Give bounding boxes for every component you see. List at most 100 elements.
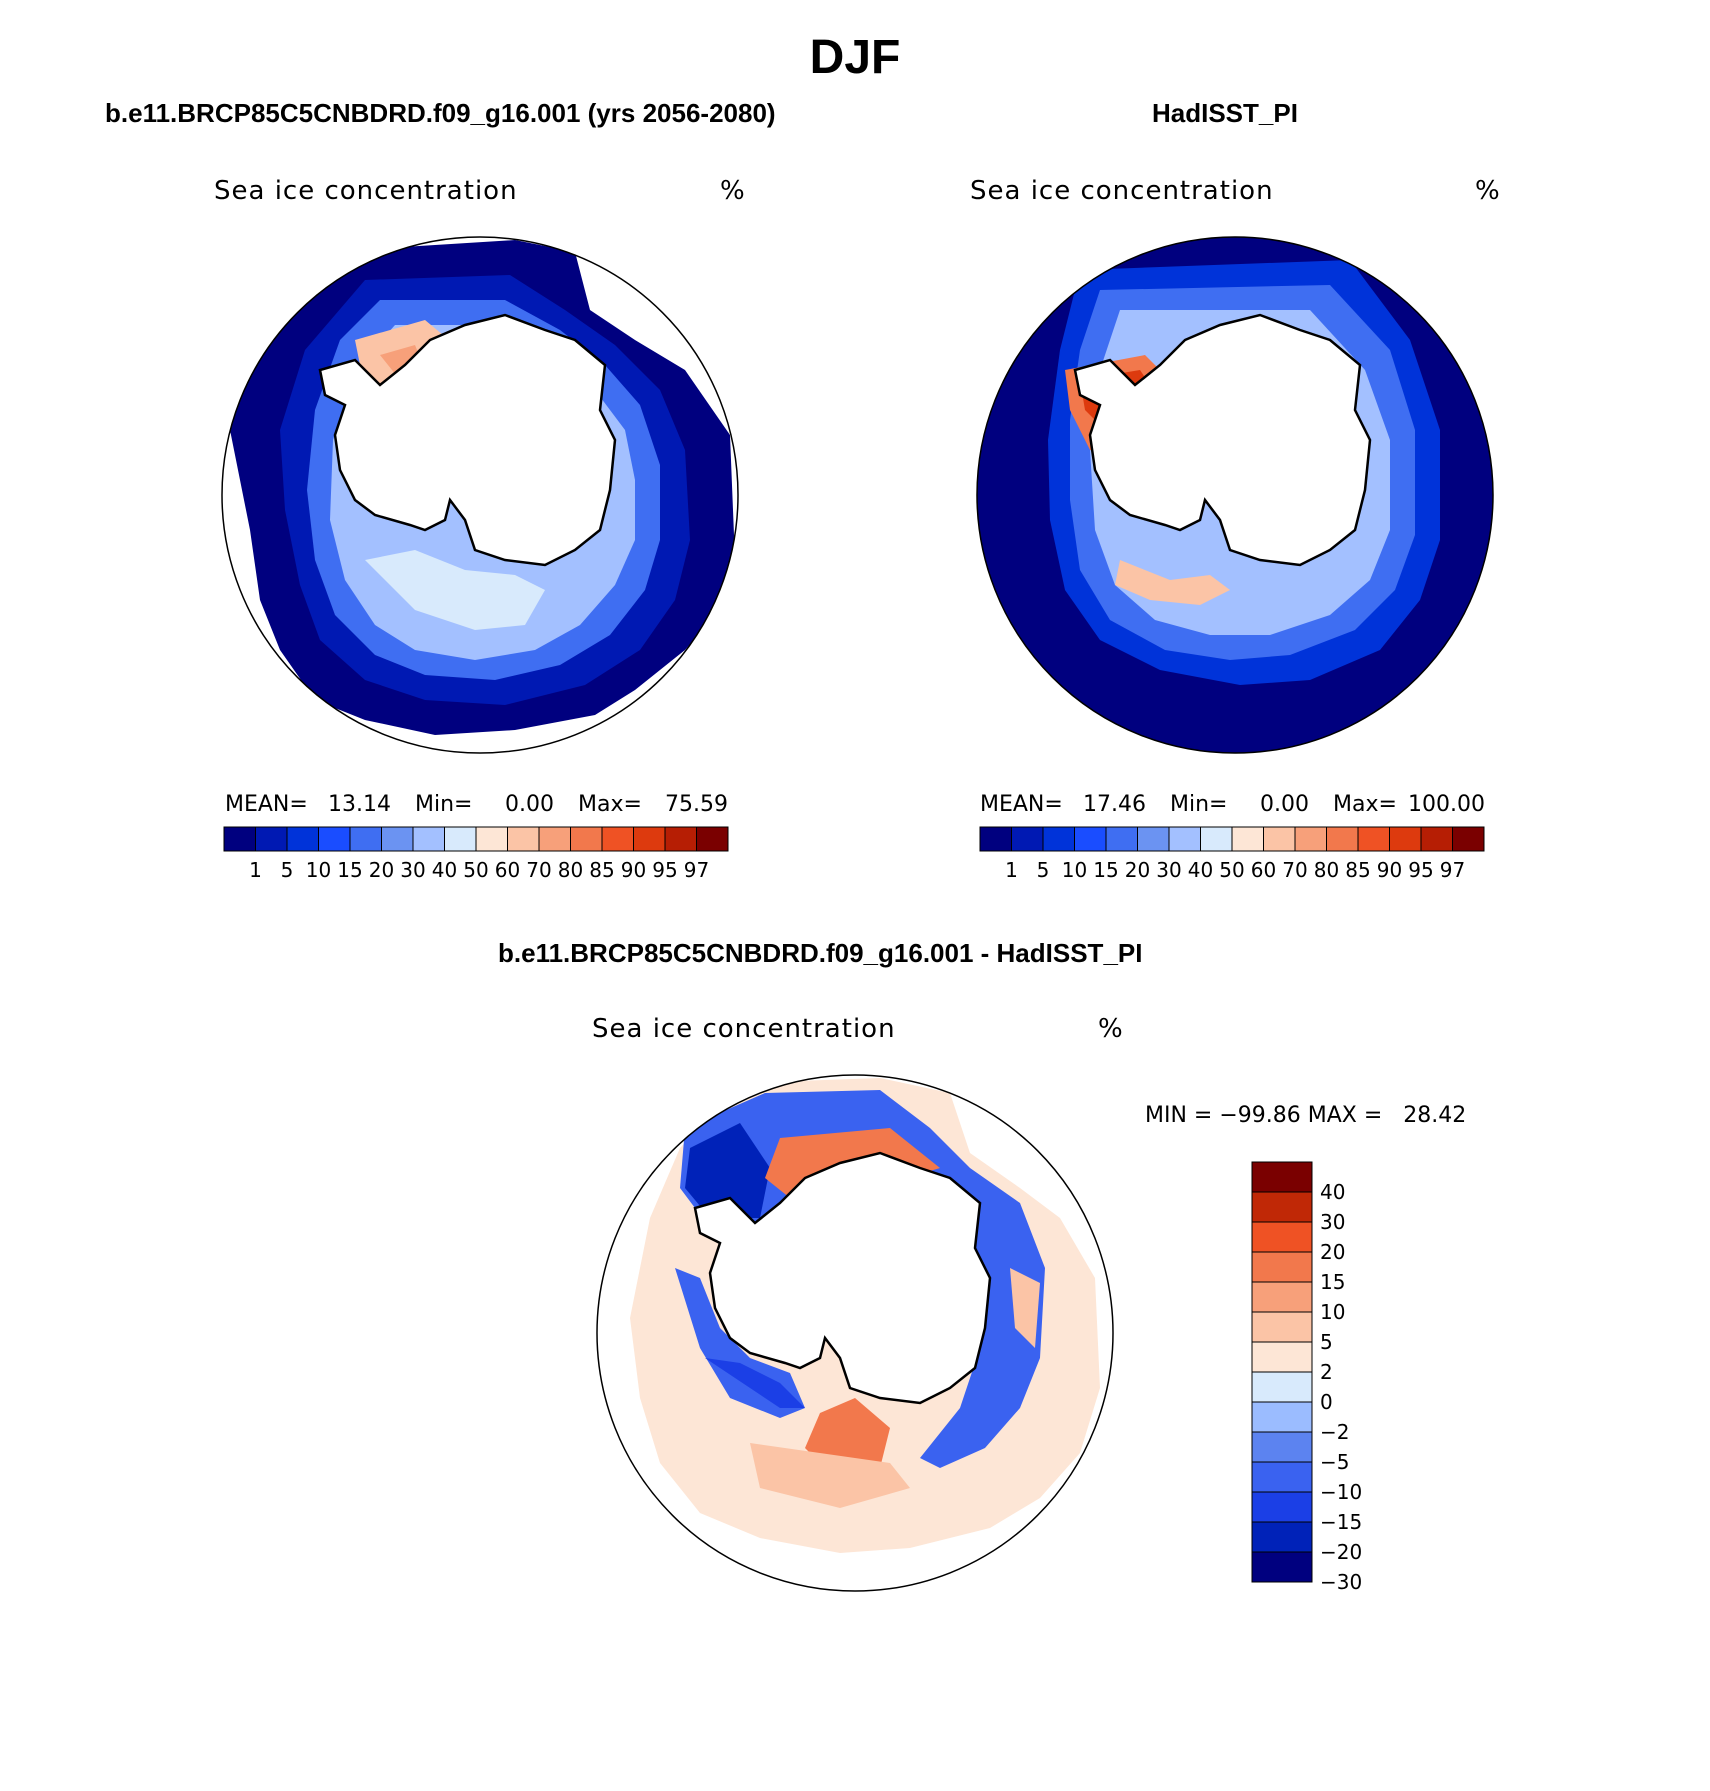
- right-units-label: %: [1475, 176, 1500, 206]
- diff-colorbar-tick-label: −30: [1320, 1570, 1362, 1590]
- left-colorbar-swatch: [412, 826, 445, 852]
- left-colorbar-swatch: [223, 826, 256, 852]
- antarctica-right: [1073, 313, 1372, 567]
- right-colorbar-tick-label: 60: [1251, 858, 1276, 882]
- antarctica-diff: [693, 1151, 992, 1405]
- right-colorbar-swatch: [1074, 826, 1107, 852]
- right-colorbar-swatch: [1294, 826, 1327, 852]
- left-colorbar-tick-label: 20: [369, 858, 394, 882]
- left-colorbar-swatch: [381, 826, 414, 852]
- left-colorbar-tick-label: 60: [495, 858, 520, 882]
- right-colorbar-tick-label: 85: [1345, 858, 1370, 882]
- left-max-label: Max=: [578, 792, 642, 817]
- left-polar-map: [221, 236, 739, 754]
- right-colorbar: 1 5 10 15 20 30 40 50 60 70 80 85 90 95 97: [979, 826, 1485, 882]
- diff-polar-map: [596, 1074, 1114, 1592]
- diff-colorbar-tick-label: −2: [1320, 1420, 1349, 1444]
- right-colorbar-tick-label: 30: [1156, 858, 1181, 882]
- left-colorbar-swatch: [444, 826, 477, 852]
- left-mean-value: 13.14: [328, 792, 391, 817]
- diff-colorbar-tick-label: 5: [1320, 1330, 1333, 1354]
- right-mean-label: MEAN=: [980, 792, 1063, 817]
- diff-colorbar-swatch: [1251, 1311, 1313, 1343]
- right-variable-label: Sea ice concentration: [970, 176, 1274, 206]
- left-colorbar-swatch: [286, 826, 319, 852]
- right-colorbar-swatch: [1168, 826, 1201, 852]
- right-colorbar-swatch: [1389, 826, 1422, 852]
- diff-colorbar-swatch: [1251, 1491, 1313, 1523]
- left-colorbar-swatch: [475, 826, 508, 852]
- left-colorbar-tick-label: 80: [558, 858, 583, 882]
- right-colorbar-tick-label: 10: [1062, 858, 1087, 882]
- left-colorbar-tick-label: 40: [432, 858, 457, 882]
- diff-colorbar-swatch: [1251, 1191, 1313, 1223]
- left-panel-title: b.e11.BRCP85C5CNBDRD.f09_g16.001 (yrs 20…: [105, 98, 776, 128]
- left-colorbar-swatch: [696, 826, 729, 852]
- right-min-value: 0.00: [1260, 792, 1309, 817]
- right-colorbar-swatch: [1011, 826, 1044, 852]
- left-colorbar-tick-label: 95: [652, 858, 677, 882]
- diff-colorbar-tick-label: 20: [1320, 1240, 1345, 1264]
- right-colorbar-tick-label: 1: [1005, 858, 1018, 882]
- left-colorbar-swatch: [538, 826, 571, 852]
- right-max-value: 100.00: [1408, 792, 1485, 817]
- diff-colorbar-swatch: [1251, 1551, 1313, 1583]
- antarctica-left: [318, 313, 617, 567]
- right-colorbar-tick-label: 40: [1188, 858, 1213, 882]
- right-colorbar-swatch: [1452, 826, 1485, 852]
- diff-colorbar-tick-label: 0: [1320, 1390, 1333, 1414]
- left-colorbar-tick-label: 15: [337, 858, 362, 882]
- diff-colorbar-tick-label: −15: [1320, 1510, 1362, 1534]
- right-colorbar-swatch: [1200, 826, 1233, 852]
- diff-colorbar-tick-label: 2: [1320, 1360, 1333, 1384]
- diff-colorbar-swatch: [1251, 1431, 1313, 1463]
- left-colorbar-swatch: [570, 826, 603, 852]
- right-colorbar-swatch: [1326, 826, 1359, 852]
- right-polar-map: [976, 236, 1494, 754]
- right-colorbar-tick-label: 15: [1093, 858, 1118, 882]
- left-colorbar-swatch: [601, 826, 634, 852]
- diff-colorbar-swatch: [1251, 1221, 1313, 1253]
- right-colorbar-tick-label: 97: [1440, 858, 1465, 882]
- diff-colorbar-swatch: [1251, 1341, 1313, 1373]
- left-min-value: 0.00: [505, 792, 554, 817]
- diff-colorbar-swatch: [1251, 1461, 1313, 1493]
- right-colorbar-tick-label: 5: [1037, 858, 1050, 882]
- left-colorbar-swatch: [349, 826, 382, 852]
- left-colorbar-swatch: [318, 826, 351, 852]
- left-colorbar-tick-label: 50: [463, 858, 488, 882]
- diff-colorbar-tick-label: 40: [1320, 1180, 1345, 1204]
- diff-colorbar-swatch: [1251, 1371, 1313, 1403]
- diff-colorbar-tick-label: −5: [1320, 1450, 1349, 1474]
- diff-units-label: %: [1098, 1014, 1123, 1044]
- left-colorbar-swatch: [507, 826, 540, 852]
- right-colorbar-swatch: [1263, 826, 1296, 852]
- diff-colorbar-swatch: [1251, 1161, 1313, 1193]
- left-colorbar-swatch: [255, 826, 288, 852]
- left-colorbar-tick-label: 97: [684, 858, 709, 882]
- left-colorbar-tick-label: 30: [400, 858, 425, 882]
- figure-title: DJF: [809, 31, 901, 84]
- right-colorbar-tick-label: 90: [1377, 858, 1402, 882]
- diff-colorbar-tick-label: −10: [1320, 1480, 1362, 1504]
- diff-colorbar-swatch: [1251, 1281, 1313, 1313]
- right-min-label: Min=: [1170, 792, 1228, 817]
- left-mean-label: MEAN=: [225, 792, 308, 817]
- diff-colorbar-tick-label: 30: [1320, 1210, 1345, 1234]
- diff-colorbar-swatch: [1251, 1251, 1313, 1283]
- right-colorbar-tick-label: 80: [1314, 858, 1339, 882]
- right-colorbar-swatch: [1231, 826, 1264, 852]
- right-mean-value: 17.46: [1083, 792, 1146, 817]
- right-colorbar-swatch: [1042, 826, 1075, 852]
- left-colorbar-swatch: [664, 826, 697, 852]
- right-colorbar-tick-label: 50: [1219, 858, 1244, 882]
- diff-colorbar-tick-label: 10: [1320, 1300, 1345, 1324]
- diff-minmax: MIN = −99.86 MAX = 28.42: [1145, 1103, 1467, 1128]
- right-colorbar-tick-label: 70: [1282, 858, 1307, 882]
- right-panel-title: HadISST_PI: [1152, 98, 1298, 128]
- left-colorbar-tick-label: 5: [281, 858, 294, 882]
- right-colorbar-swatch: [1137, 826, 1170, 852]
- left-colorbar-tick-label: 1: [249, 858, 262, 882]
- left-colorbar-tick-label: 90: [621, 858, 646, 882]
